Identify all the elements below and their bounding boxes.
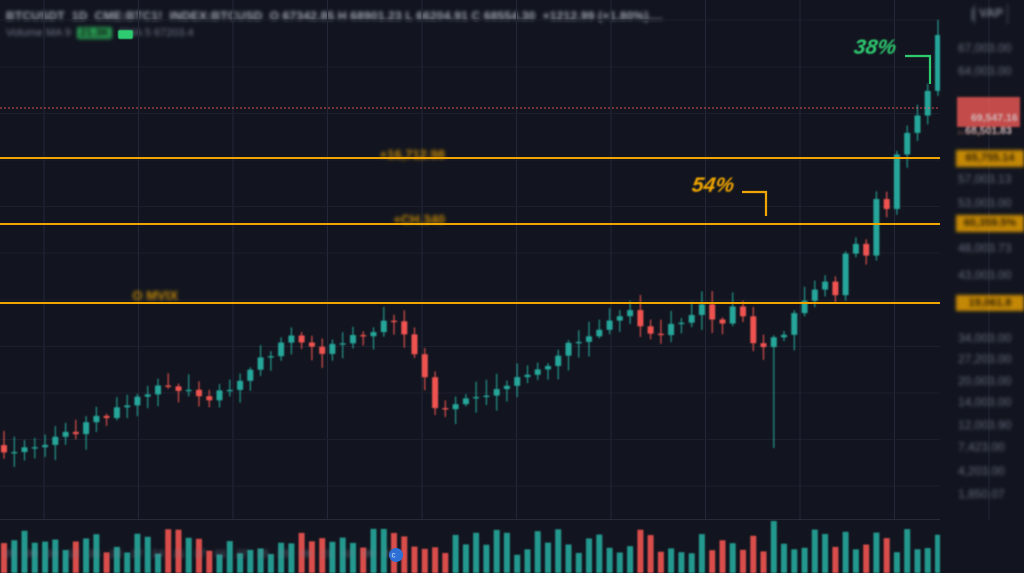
svg-text:c: c [392, 551, 396, 560]
